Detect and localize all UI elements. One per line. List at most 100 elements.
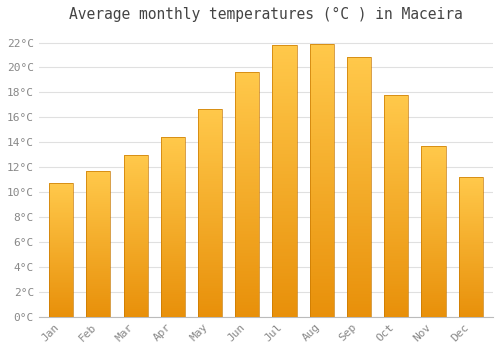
- Bar: [458, 202, 483, 203]
- Bar: [347, 177, 371, 181]
- Bar: [458, 284, 483, 285]
- Bar: [49, 245, 73, 247]
- Bar: [124, 193, 148, 195]
- Bar: [310, 313, 334, 317]
- Bar: [86, 184, 110, 186]
- Bar: [124, 155, 148, 317]
- Bar: [235, 219, 260, 222]
- Bar: [458, 205, 483, 207]
- Bar: [347, 265, 371, 268]
- Bar: [422, 233, 446, 236]
- Bar: [160, 155, 185, 158]
- Bar: [310, 75, 334, 78]
- Bar: [272, 147, 296, 150]
- Bar: [384, 236, 408, 239]
- Bar: [458, 259, 483, 261]
- Bar: [422, 189, 446, 191]
- Bar: [384, 106, 408, 109]
- Bar: [124, 214, 148, 216]
- Bar: [384, 114, 408, 117]
- Bar: [310, 190, 334, 194]
- Bar: [272, 48, 296, 52]
- Bar: [86, 270, 110, 271]
- Bar: [160, 279, 185, 281]
- Bar: [384, 311, 408, 314]
- Bar: [198, 117, 222, 119]
- Bar: [310, 85, 334, 88]
- Bar: [86, 302, 110, 304]
- Bar: [198, 218, 222, 220]
- Bar: [49, 237, 73, 238]
- Bar: [160, 216, 185, 218]
- Bar: [235, 259, 260, 262]
- Bar: [198, 296, 222, 299]
- Bar: [272, 93, 296, 96]
- Bar: [160, 263, 185, 265]
- Bar: [384, 192, 408, 195]
- Bar: [347, 126, 371, 129]
- Bar: [235, 234, 260, 237]
- Bar: [310, 143, 334, 146]
- Bar: [198, 176, 222, 179]
- Bar: [86, 228, 110, 229]
- Bar: [422, 193, 446, 195]
- Bar: [347, 275, 371, 278]
- Bar: [235, 78, 260, 82]
- Bar: [458, 242, 483, 244]
- Bar: [160, 151, 185, 153]
- Bar: [458, 272, 483, 273]
- Bar: [49, 195, 73, 197]
- Bar: [347, 206, 371, 210]
- Bar: [422, 212, 446, 214]
- Bar: [384, 272, 408, 275]
- Bar: [86, 226, 110, 228]
- Bar: [272, 303, 296, 307]
- Bar: [310, 177, 334, 180]
- Bar: [310, 112, 334, 116]
- Bar: [86, 182, 110, 184]
- Bar: [49, 265, 73, 267]
- Bar: [235, 311, 260, 314]
- Bar: [310, 194, 334, 197]
- Bar: [160, 301, 185, 303]
- Bar: [86, 218, 110, 220]
- Bar: [458, 252, 483, 254]
- Bar: [49, 287, 73, 288]
- Bar: [422, 231, 446, 233]
- Bar: [347, 161, 371, 164]
- Bar: [49, 270, 73, 272]
- Bar: [310, 64, 334, 68]
- Bar: [458, 306, 483, 308]
- Bar: [124, 185, 148, 187]
- Bar: [49, 257, 73, 258]
- Bar: [160, 142, 185, 144]
- Bar: [347, 272, 371, 275]
- Bar: [49, 252, 73, 253]
- Bar: [86, 229, 110, 231]
- Bar: [272, 256, 296, 259]
- Bar: [272, 259, 296, 262]
- Bar: [198, 148, 222, 150]
- Bar: [124, 315, 148, 317]
- Bar: [235, 140, 260, 143]
- Bar: [458, 301, 483, 303]
- Bar: [86, 275, 110, 277]
- Bar: [422, 178, 446, 180]
- Bar: [458, 282, 483, 284]
- Bar: [198, 228, 222, 231]
- Bar: [235, 85, 260, 88]
- Bar: [235, 216, 260, 219]
- Bar: [310, 215, 334, 218]
- Bar: [347, 139, 371, 142]
- Bar: [86, 271, 110, 273]
- Bar: [272, 269, 296, 273]
- Bar: [49, 312, 73, 314]
- Bar: [272, 171, 296, 174]
- Bar: [347, 67, 371, 70]
- Bar: [86, 277, 110, 279]
- Bar: [124, 203, 148, 205]
- Bar: [198, 161, 222, 163]
- Bar: [347, 291, 371, 294]
- Bar: [198, 220, 222, 223]
- Bar: [49, 299, 73, 300]
